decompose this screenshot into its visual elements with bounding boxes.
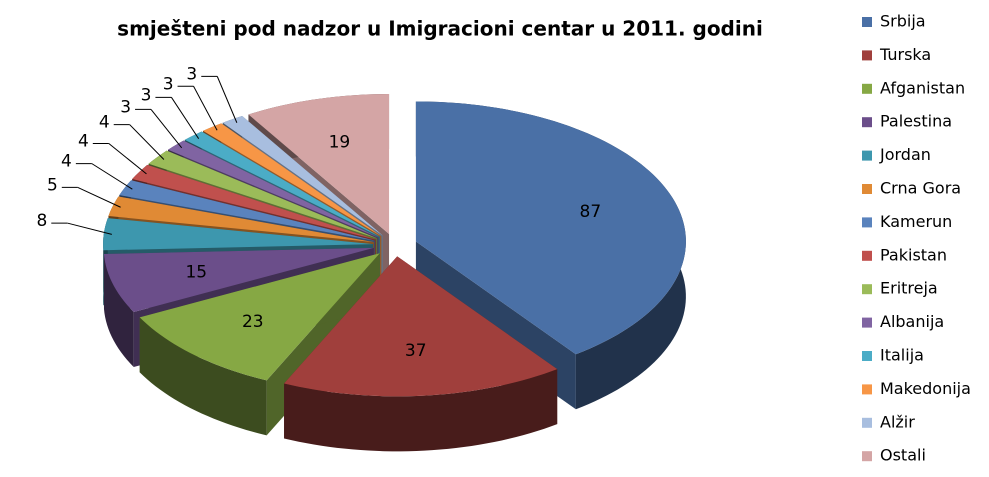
leader-line bbox=[77, 186, 121, 208]
data-label: 3 bbox=[120, 97, 131, 117]
data-label: 23 bbox=[242, 312, 264, 332]
chart-title: smješteni pod nadzor u Imigracioni centa… bbox=[117, 17, 763, 41]
data-label: 5 bbox=[47, 175, 58, 195]
legend-swatch bbox=[862, 217, 872, 228]
legend-swatch bbox=[862, 451, 872, 462]
legend-swatch bbox=[862, 184, 872, 194]
legend-swatch bbox=[862, 284, 872, 295]
data-label: 87 bbox=[580, 202, 602, 222]
leader-line bbox=[129, 124, 165, 160]
data-label: 37 bbox=[405, 341, 427, 361]
data-label: 3 bbox=[186, 64, 197, 84]
data-label: 4 bbox=[99, 113, 110, 133]
leader-line bbox=[150, 109, 183, 149]
legend-swatch bbox=[862, 83, 872, 94]
leader-line bbox=[216, 76, 238, 123]
data-label: 8 bbox=[36, 211, 47, 231]
legend-label: Afganistan bbox=[880, 78, 965, 97]
legend-swatch bbox=[862, 417, 872, 428]
legend-swatch bbox=[862, 150, 872, 161]
slice-side bbox=[103, 253, 134, 368]
slice-top bbox=[168, 140, 379, 238]
legend-swatch bbox=[862, 17, 872, 27]
leader-line bbox=[193, 86, 218, 131]
leader-line bbox=[67, 222, 112, 235]
leader-line bbox=[171, 97, 200, 139]
slice-top bbox=[148, 150, 378, 239]
legend-label: Srbija bbox=[880, 12, 926, 31]
slice-top bbox=[284, 256, 558, 397]
slice-top bbox=[248, 94, 390, 235]
legend-label: Crna Gora bbox=[880, 179, 961, 198]
slice-top bbox=[184, 131, 380, 237]
leader-line bbox=[108, 143, 147, 175]
legend-label: Makedonija bbox=[880, 379, 971, 398]
legend-swatch bbox=[862, 317, 872, 328]
slice-top bbox=[108, 196, 374, 243]
slice-top bbox=[103, 218, 374, 251]
slice-top bbox=[415, 101, 686, 355]
legend-label: Eritreja bbox=[880, 279, 938, 298]
legend-swatch bbox=[862, 117, 872, 128]
slice-side bbox=[284, 369, 558, 452]
legend-label: Turska bbox=[879, 45, 931, 64]
legend-swatch bbox=[862, 351, 872, 361]
data-label: 19 bbox=[329, 132, 351, 152]
legend-label: Palestina bbox=[880, 112, 952, 131]
data-label: 4 bbox=[78, 132, 89, 152]
slice-top bbox=[132, 164, 376, 240]
legend-label: Jordan bbox=[879, 145, 931, 164]
legend-label: Alžir bbox=[880, 412, 915, 431]
legend-swatch bbox=[862, 384, 872, 395]
legend-label: Albanija bbox=[880, 312, 944, 331]
legend-label: Pakistan bbox=[880, 245, 947, 264]
data-label: 3 bbox=[163, 74, 174, 94]
legend-label: Ostali bbox=[880, 446, 926, 465]
slice-top bbox=[222, 115, 383, 236]
legend-swatch bbox=[862, 250, 872, 261]
legend-swatch bbox=[862, 50, 872, 61]
data-label: 3 bbox=[141, 85, 152, 105]
legend-label: Kamerun bbox=[880, 212, 952, 231]
data-label: 4 bbox=[61, 152, 72, 172]
slice-side bbox=[139, 317, 267, 436]
slice-top bbox=[203, 123, 382, 237]
legend-label: Italija bbox=[880, 346, 924, 365]
leader-line bbox=[91, 163, 133, 190]
slice-top bbox=[139, 253, 380, 381]
slice-top bbox=[103, 247, 374, 313]
slice bbox=[284, 256, 558, 452]
data-label: 15 bbox=[185, 262, 207, 282]
slice-top bbox=[119, 180, 375, 241]
